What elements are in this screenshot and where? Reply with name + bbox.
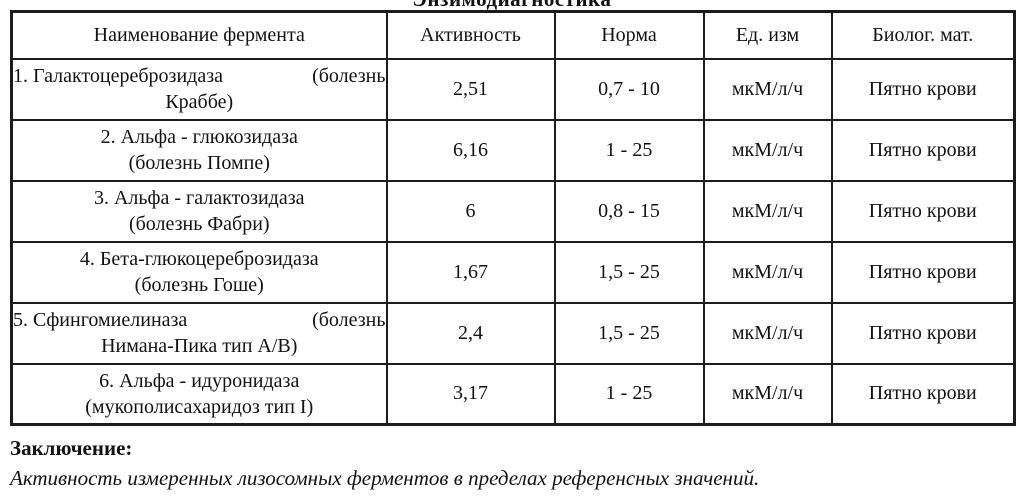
enzyme-name-text: (болезнь xyxy=(312,309,386,331)
table-row: 1. Галактоцереброзидаза (болезнь Краббе)… xyxy=(10,57,1016,121)
material-cell: Пятно крови xyxy=(830,240,1016,304)
enzyme-name-line: 2. Альфа - глюкозидаза xyxy=(100,126,298,148)
enzyme-diagnostics-table: Наименование фермента Активность Норма Е… xyxy=(10,10,1016,426)
unit-cell: мкМ/л/ч xyxy=(702,57,833,121)
activity-cell: 2,4 xyxy=(385,301,556,365)
col-header-material: Биолог. мат. xyxy=(830,10,1016,60)
col-header-norm: Норма xyxy=(553,10,705,60)
table-row: 6. Альфа - идуронидаза (мукополисахаридо… xyxy=(10,362,1016,426)
enzyme-name-line: Нимана-Пика тип А/В) xyxy=(101,335,298,357)
enzyme-name-line: (болезнь Гоше) xyxy=(134,274,264,296)
enzyme-name-cell: 3. Альфа - галактозидаза (болезнь Фабри) xyxy=(10,179,388,243)
enzyme-name-text: 5. Сфингомиелиназа xyxy=(13,309,188,331)
unit-cell: мкМ/л/ч xyxy=(702,118,833,182)
enzyme-name-cell: 5. Сфингомиелиназа (болезнь Нимана-Пика … xyxy=(10,301,388,365)
enzyme-name-text: 1. Галактоцереброзидаза xyxy=(13,65,223,87)
col-header-activity: Активность xyxy=(385,10,556,60)
material-cell: Пятно крови xyxy=(830,179,1016,243)
table-row: 4. Бета-глюкоцереброзидаза (болезнь Гоше… xyxy=(10,240,1016,304)
norm-cell: 0,8 - 15 xyxy=(553,179,705,243)
enzyme-name-line: (болезнь Помпе) xyxy=(128,152,270,174)
enzyme-name-text: (болезнь xyxy=(312,65,386,87)
unit-cell: мкМ/л/ч xyxy=(702,362,833,426)
enzyme-name-cell: 2. Альфа - глюкозидаза (болезнь Помпе) xyxy=(10,118,388,182)
enzyme-name-line: 6. Альфа - идуронидаза xyxy=(99,369,300,392)
unit-cell: мкМ/л/ч xyxy=(702,301,833,365)
enzyme-name-line: 4. Бета-глюкоцереброзидаза xyxy=(79,248,319,270)
norm-cell: 1 - 25 xyxy=(553,362,705,426)
table-row: 5. Сфингомиелиназа (болезнь Нимана-Пика … xyxy=(10,301,1016,365)
col-header-unit: Ед. изм xyxy=(702,10,833,60)
enzyme-name-cell: 4. Бета-глюкоцереброзидаза (болезнь Гоше… xyxy=(10,240,388,304)
material-cell: Пятно крови xyxy=(830,57,1016,121)
material-cell: Пятно крови xyxy=(830,362,1016,426)
unit-cell: мкМ/л/ч xyxy=(702,179,833,243)
activity-cell: 6 xyxy=(385,179,556,243)
conclusion-text: Активность измеренных лизосомных фермент… xyxy=(10,466,760,490)
activity-cell: 3,17 xyxy=(385,362,556,426)
table-row: 2. Альфа - глюкозидаза (болезнь Помпе) 6… xyxy=(10,118,1016,182)
norm-cell: 1 - 25 xyxy=(553,118,705,182)
enzyme-name-line: (болезнь Фабри) xyxy=(128,213,270,235)
enzyme-name-line: 3. Альфа - галактозидаза xyxy=(93,187,305,209)
unit-cell: мкМ/л/ч xyxy=(702,240,833,304)
norm-cell: 1,5 - 25 xyxy=(553,301,705,365)
col-header-enzyme-name: Наименование фермента xyxy=(10,10,388,60)
material-cell: Пятно крови xyxy=(830,301,1016,365)
enzyme-name-line: (мукополисахаридоз тип I) xyxy=(85,395,314,418)
enzyme-name-line: 5. Сфингомиелиназа (болезнь xyxy=(13,307,386,333)
norm-cell: 0,7 - 10 xyxy=(553,57,705,121)
enzyme-name-line: Краббе) xyxy=(165,91,234,113)
enzyme-name-line: 1. Галактоцереброзидаза (болезнь xyxy=(13,63,386,89)
material-cell: Пятно крови xyxy=(830,118,1016,182)
page-title: Энзимодиагностика xyxy=(0,0,1024,11)
enzyme-name-cell: 1. Галактоцереброзидаза (болезнь Краббе) xyxy=(10,57,388,121)
activity-cell: 6,16 xyxy=(385,118,556,182)
enzyme-name-cell: 6. Альфа - идуронидаза (мукополисахаридо… xyxy=(10,362,388,426)
norm-cell: 1,5 - 25 xyxy=(553,240,705,304)
conclusion-label: Заключение: xyxy=(10,436,133,460)
table-header-row: Наименование фермента Активность Норма Е… xyxy=(10,10,1016,60)
activity-cell: 2,51 xyxy=(385,57,556,121)
activity-cell: 1,67 xyxy=(385,240,556,304)
table-row: 3. Альфа - галактозидаза (болезнь Фабри)… xyxy=(10,179,1016,243)
